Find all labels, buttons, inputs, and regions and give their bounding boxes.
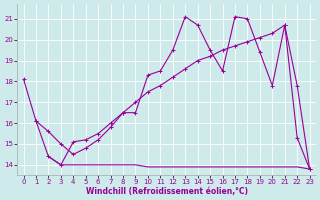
X-axis label: Windchill (Refroidissement éolien,°C): Windchill (Refroidissement éolien,°C) — [85, 187, 248, 196]
